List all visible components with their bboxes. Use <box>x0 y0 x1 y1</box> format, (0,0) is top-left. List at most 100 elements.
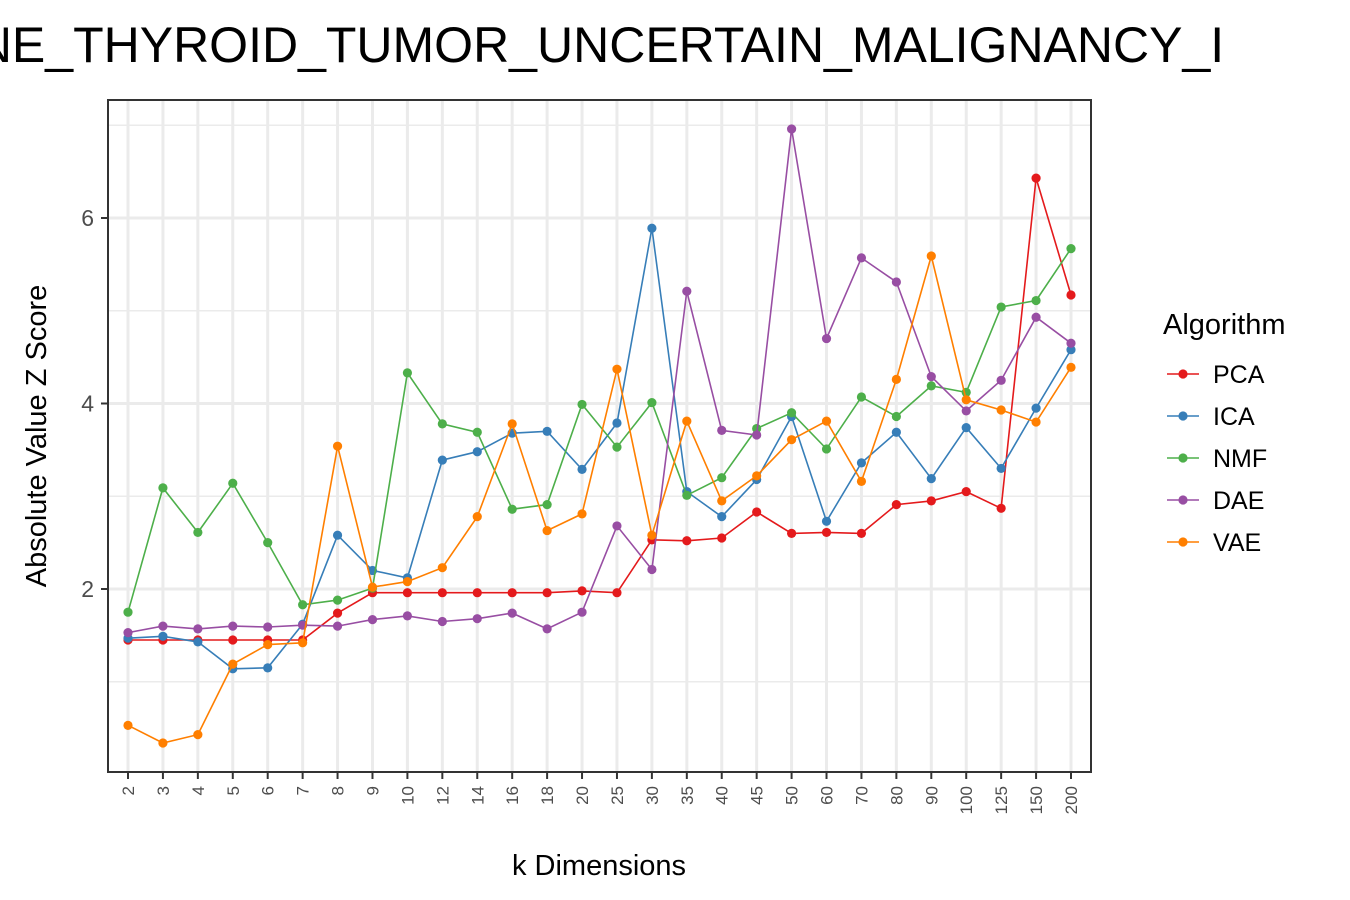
data-point-dae <box>437 616 447 627</box>
data-point-vae <box>228 659 238 669</box>
data-point-vae <box>193 730 203 740</box>
data-point-pca <box>612 588 622 598</box>
data-point-nmf <box>647 397 657 408</box>
data-point-pca <box>891 499 901 510</box>
x-tick-label: 3 <box>154 786 173 795</box>
series-vae <box>123 251 1076 748</box>
data-point-nmf <box>193 527 203 538</box>
data-point-dae <box>472 614 482 624</box>
x-tick-label: 100 <box>957 786 976 814</box>
data-point-ica <box>996 463 1006 474</box>
data-point-pca <box>332 608 343 618</box>
data-point-dae <box>577 607 587 617</box>
data-point-dae <box>263 622 273 632</box>
plot-panel-border <box>107 99 1092 773</box>
x-tick-label: 70 <box>852 786 871 805</box>
y-tick-label: 6 <box>81 205 94 231</box>
chart-title: NE_THYROID_TUMOR_UNCERTAIN_MALIGNANCY_I <box>0 17 1224 73</box>
x-tick-label: 125 <box>992 786 1011 814</box>
data-point-dae <box>193 624 203 634</box>
legend-label: PCA <box>1213 361 1265 389</box>
data-point-nmf <box>437 419 447 429</box>
x-tick-label: 5 <box>224 786 243 795</box>
legend-key-point <box>1178 495 1188 505</box>
data-point-nmf <box>1031 295 1041 306</box>
data-point-nmf <box>577 399 587 410</box>
x-tick-label: 40 <box>713 786 732 805</box>
data-point-dae <box>891 277 901 287</box>
x-tick-label: 80 <box>887 786 906 805</box>
x-tick-label: 6 <box>259 786 278 795</box>
x-tick-label: 30 <box>643 786 662 805</box>
data-point-ica <box>1066 345 1076 355</box>
data-point-ica <box>891 427 901 437</box>
legend: Algorithm PCA ICA NMF DAE VAE <box>1163 309 1286 557</box>
data-point-vae <box>612 364 622 374</box>
legend-title: Algorithm <box>1163 309 1286 341</box>
data-point-pca <box>821 527 832 538</box>
data-point-dae <box>367 615 378 625</box>
data-point-pca <box>717 533 727 543</box>
legend-key-point <box>1178 369 1188 379</box>
data-point-vae <box>472 512 482 522</box>
data-point-vae <box>1031 417 1041 427</box>
legend-label: ICA <box>1213 403 1255 431</box>
data-point-dae <box>612 521 622 531</box>
x-tick-label: 18 <box>538 786 557 805</box>
legend-key-point <box>1178 411 1188 421</box>
data-point-ica <box>1031 403 1041 413</box>
x-tick-label: 20 <box>573 786 592 805</box>
x-tick-label: 14 <box>468 786 487 805</box>
data-point-ica <box>717 512 727 522</box>
data-point-vae <box>263 640 273 650</box>
data-point-nmf <box>542 499 552 510</box>
data-point-vae <box>996 405 1006 415</box>
data-point-vae <box>367 582 378 592</box>
legend-key-point <box>1178 537 1188 547</box>
x-tick-label: 16 <box>503 786 522 805</box>
series-line-vae <box>127 252 1072 744</box>
x-tick-label: 2 <box>119 786 138 795</box>
data-point-nmf <box>472 427 482 437</box>
data-point-pca <box>542 588 552 598</box>
data-point-dae <box>926 372 936 382</box>
data-point-vae <box>821 416 832 426</box>
series-ica <box>123 223 1076 674</box>
data-point-ica <box>263 663 273 673</box>
data-point-ica <box>961 423 971 433</box>
data-point-dae <box>647 564 657 575</box>
series-line-nmf <box>127 248 1072 613</box>
data-point-nmf <box>996 302 1006 312</box>
data-point-dae <box>752 430 762 440</box>
data-point-dae <box>996 375 1006 385</box>
x-tick-label: 7 <box>294 786 313 795</box>
data-point-dae <box>961 406 971 416</box>
data-point-ica <box>612 418 622 428</box>
x-tick-label: 8 <box>329 786 348 795</box>
data-point-dae <box>542 624 552 634</box>
data-point-nmf <box>891 411 901 422</box>
data-point-ica <box>926 474 936 484</box>
x-tick-label: 9 <box>363 786 382 795</box>
data-point-nmf <box>926 381 936 391</box>
data-point-dae <box>123 627 133 638</box>
data-point-nmf <box>123 607 133 617</box>
data-point-nmf <box>158 483 168 493</box>
data-point-ica <box>158 631 168 641</box>
data-point-dae <box>786 124 797 134</box>
data-point-pca <box>961 487 971 497</box>
data-point-vae <box>682 416 692 426</box>
x-tick-label: 200 <box>1062 786 1081 814</box>
data-point-vae <box>717 496 727 506</box>
data-point-dae <box>821 333 832 344</box>
data-point-pca <box>786 528 797 538</box>
data-point-vae <box>158 738 168 748</box>
data-point-ica <box>647 223 657 233</box>
data-point-vae <box>926 251 936 261</box>
legend-label: NMF <box>1213 445 1267 473</box>
data-point-nmf <box>1066 244 1076 254</box>
data-point-pca <box>682 536 692 546</box>
data-point-pca <box>228 635 238 645</box>
data-point-pca <box>437 588 447 598</box>
